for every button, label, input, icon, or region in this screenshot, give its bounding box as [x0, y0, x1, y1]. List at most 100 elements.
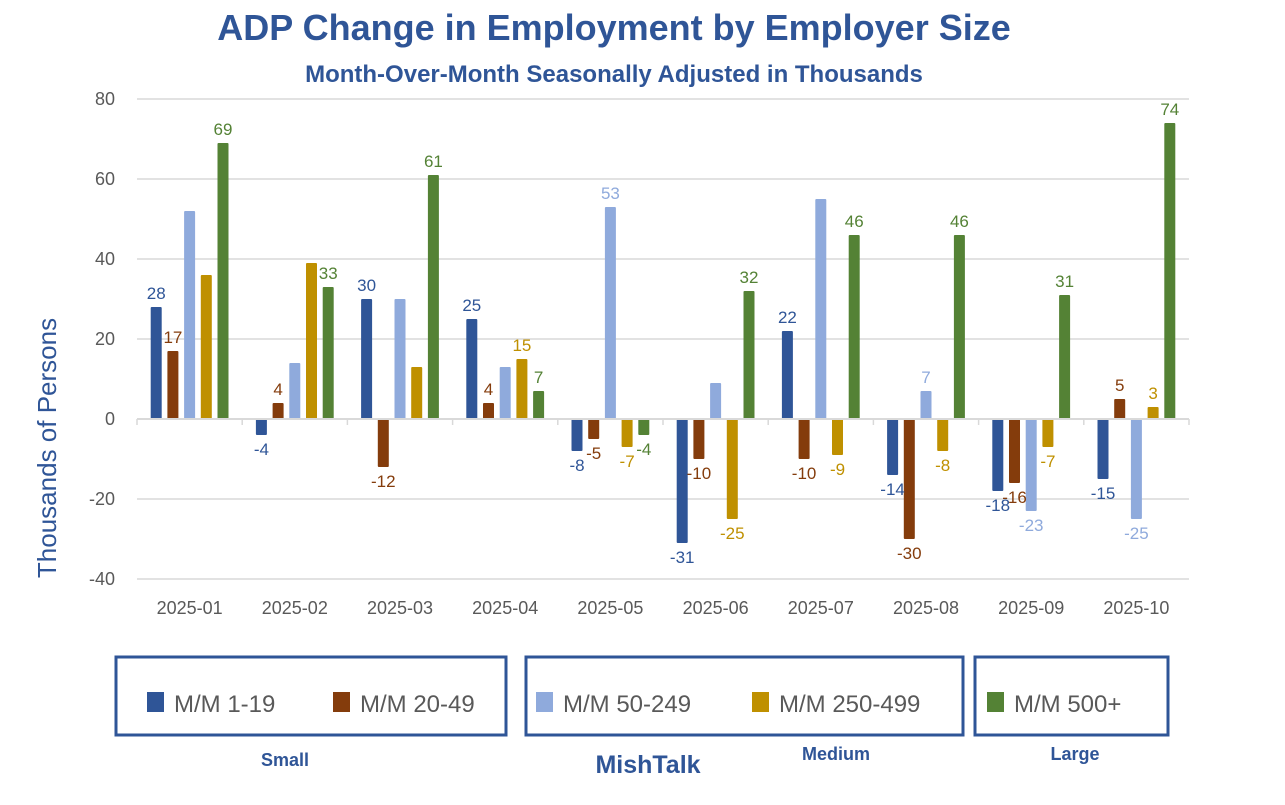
x-tick-label: 2025-04	[472, 598, 538, 618]
bar-m-m-500--2025-03	[427, 175, 439, 419]
y-tick-label: 40	[95, 249, 115, 269]
data-label: 28	[147, 284, 166, 303]
legend-swatch	[987, 692, 1004, 712]
data-label: -23	[1019, 516, 1044, 535]
x-tick-label: 2025-06	[683, 598, 749, 618]
bar-m-m-1-19-2025-10	[1097, 419, 1109, 479]
data-label: -10	[687, 464, 712, 483]
bar-m-m-250-499-2025-03	[411, 367, 423, 419]
legend-group-medium: Medium	[802, 744, 870, 764]
data-label: 46	[950, 212, 969, 231]
bar-m-m-1-19-2025-04	[466, 319, 478, 419]
bar-m-m-50-249-2025-06	[710, 383, 722, 419]
legend-label: M/M 1-19	[174, 691, 275, 718]
bar-m-m-50-249-2025-09	[1025, 419, 1037, 511]
bar-m-m-50-249-2025-05	[604, 207, 616, 419]
bar-m-m-50-249-2025-07	[815, 199, 827, 419]
bar-m-m-20-49-2025-10	[1114, 399, 1126, 419]
bar-m-m-500--2025-09	[1059, 295, 1071, 419]
legend-swatch	[333, 692, 350, 712]
data-label: 69	[214, 120, 233, 139]
y-tick-label: -20	[89, 489, 115, 509]
y-tick-label: 0	[105, 409, 115, 429]
bar-m-m-500--2025-06	[743, 291, 755, 419]
legend-box-medium	[524, 655, 965, 737]
data-label: -8	[569, 456, 584, 475]
bar-m-m-500--2025-07	[848, 235, 860, 419]
bar-m-m-20-49-2025-05	[588, 419, 600, 439]
data-label: 3	[1148, 384, 1157, 403]
bar-m-m-500--2025-05	[638, 419, 650, 435]
watermark: MishTalk	[595, 751, 700, 779]
x-tick-label: 2025-01	[157, 598, 223, 618]
bar-m-m-50-249-2025-02	[289, 363, 301, 419]
bar-m-m-250-499-2025-04	[516, 359, 528, 419]
data-label: 32	[740, 268, 759, 287]
bar-m-m-50-249-2025-04	[499, 367, 511, 419]
data-label: -9	[830, 460, 845, 479]
chart-subtitle: Month-Over-Month Seasonally Adjusted in …	[305, 61, 923, 88]
bar-m-m-500--2025-04	[533, 391, 545, 419]
legend-label: M/M 250-499	[779, 691, 920, 718]
y-axis-label: Thousands of Persons	[32, 318, 62, 578]
data-label: 31	[1055, 272, 1074, 291]
bar-m-m-250-499-2025-10	[1147, 407, 1159, 419]
legend-swatch	[752, 692, 769, 712]
data-label: -18	[986, 496, 1011, 515]
bar-m-m-500--2025-10	[1164, 123, 1176, 419]
legend-label: M/M 500+	[1014, 691, 1121, 718]
data-label: 7	[534, 368, 543, 387]
legend-box-large	[973, 655, 1170, 737]
data-label: -10	[792, 464, 817, 483]
bar-m-m-500--2025-08	[953, 235, 965, 419]
x-tick-label: 2025-03	[367, 598, 433, 618]
bar-m-m-1-19-2025-09	[992, 419, 1004, 491]
bar-m-m-250-499-2025-09	[1042, 419, 1054, 447]
legend-swatch	[536, 692, 553, 712]
x-tick-label: 2025-09	[998, 598, 1064, 618]
bar-m-m-1-19-2025-02	[255, 419, 267, 435]
y-tick-label: 60	[95, 169, 115, 189]
y-tick-label: -40	[89, 569, 115, 589]
x-axis: 2025-01 2025-02 2025-03 2025-04 2025-05 2025-…	[136, 418, 1190, 618]
bar-m-m-500--2025-01	[217, 143, 229, 419]
data-label: -5	[586, 444, 601, 463]
bar-m-m-50-249-2025-01	[184, 211, 196, 419]
data-label: 15	[512, 336, 531, 355]
data-label: 17	[163, 328, 182, 347]
bar-m-m-1-19-2025-01	[150, 307, 162, 419]
bar-m-m-20-49-2025-07	[798, 419, 810, 459]
legend-group-large: Large	[1050, 744, 1099, 764]
data-label: 4	[484, 380, 493, 399]
y-tick-label: 80	[95, 89, 115, 109]
bar-m-m-250-499-2025-07	[832, 419, 843, 455]
data-label: 30	[357, 276, 376, 295]
data-label: 46	[845, 212, 864, 231]
data-label: -31	[670, 548, 695, 567]
bar-m-m-20-49-2025-01	[167, 351, 179, 419]
bar-m-m-250-499-2025-02	[306, 263, 317, 419]
bar-m-m-1-19-2025-05	[571, 419, 583, 451]
bar-m-m-20-49-2025-04	[483, 403, 494, 419]
data-label: -7	[620, 452, 635, 471]
bar-m-m-50-249-2025-03	[394, 299, 406, 419]
data-label: -14	[880, 480, 905, 499]
legend: M/M 1-19 M/M 20-49 M/M 50-249 M/M 250-499 M/…	[114, 655, 1170, 770]
bar-m-m-20-49-2025-02	[272, 403, 284, 419]
bar-m-m-250-499-2025-06	[726, 419, 738, 519]
legend-label: M/M 50-249	[563, 691, 691, 718]
bar-m-m-500--2025-02	[322, 287, 334, 419]
data-label: 4	[273, 380, 282, 399]
legend-box-small	[114, 655, 508, 737]
bar-m-m-20-49-2025-03	[377, 419, 389, 467]
data-label: -4	[636, 440, 651, 459]
bars	[150, 123, 1176, 543]
bar-m-m-250-499-2025-08	[937, 419, 949, 451]
data-label: -25	[720, 524, 745, 543]
data-label: -8	[935, 456, 950, 475]
bar-m-m-50-249-2025-10	[1130, 419, 1142, 519]
bar-m-m-250-499-2025-05	[621, 419, 633, 447]
chart-title: ADP Change in Employment by Employer Siz…	[217, 7, 1011, 48]
data-label: 61	[424, 152, 443, 171]
